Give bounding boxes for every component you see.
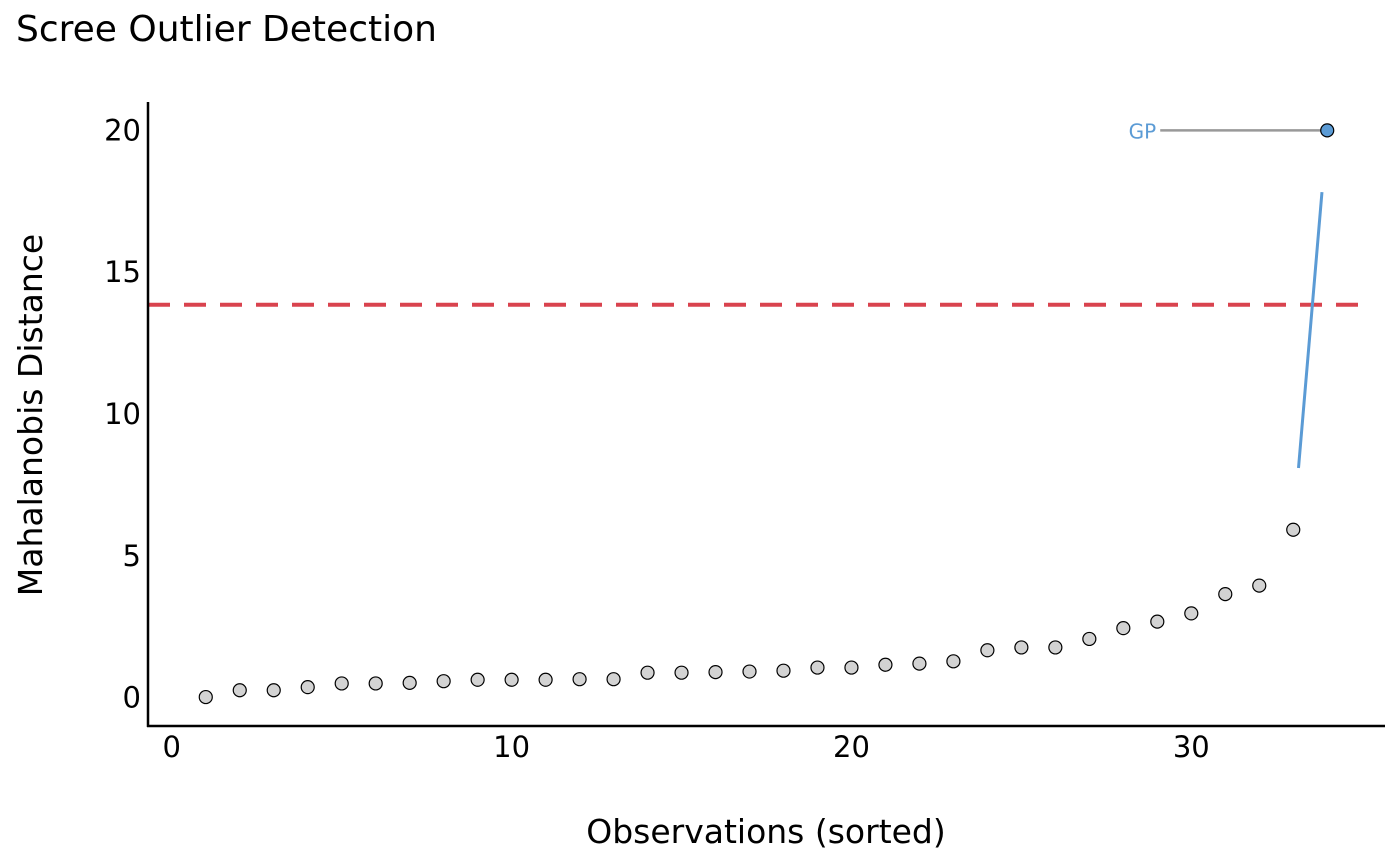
points-layer	[198, 123, 1335, 705]
data-point	[946, 654, 961, 669]
y-axis-label: Mahalanobis Distance	[11, 234, 50, 596]
data-point	[1252, 578, 1267, 593]
x-tick-label: 0	[163, 730, 181, 764]
data-point	[1218, 587, 1233, 602]
data-point	[1082, 631, 1097, 647]
y-tick-label: 5	[123, 539, 141, 573]
data-point	[198, 689, 213, 705]
axes-layer: 0 10 20 30 0 5 10 15 20	[104, 102, 1385, 764]
data-point	[1014, 640, 1029, 655]
data-point	[1286, 522, 1301, 537]
data-point	[334, 676, 349, 691]
data-point	[912, 656, 927, 671]
data-point	[640, 665, 655, 680]
outlier-label: GP	[1129, 119, 1157, 143]
data-point	[436, 674, 451, 689]
data-point	[266, 683, 281, 698]
data-point	[470, 672, 485, 687]
y-tick-label: 10	[104, 397, 141, 431]
data-point	[572, 672, 587, 687]
data-point	[1048, 640, 1063, 655]
x-axis-label: Observations (sorted)	[586, 812, 946, 851]
y-tick-label: 0	[123, 681, 141, 715]
data-point	[1184, 606, 1199, 621]
data-point	[878, 657, 893, 672]
data-point	[980, 643, 995, 658]
y-tick-label: 20	[104, 113, 141, 147]
y-tick-label: 15	[104, 255, 141, 289]
data-point	[538, 672, 553, 687]
data-point	[368, 676, 383, 691]
chart-title: Scree Outlier Detection	[16, 9, 437, 50]
data-point	[232, 683, 247, 698]
x-tick-label: 30	[1173, 730, 1210, 764]
data-point	[844, 660, 859, 675]
data-point	[674, 665, 689, 680]
data-point	[708, 665, 723, 680]
data-point	[606, 672, 621, 687]
data-point	[504, 672, 519, 687]
outlier-point	[1320, 123, 1335, 138]
data-point	[1150, 614, 1165, 629]
x-tick-label: 20	[833, 730, 870, 764]
data-point	[810, 660, 825, 675]
x-tick-label: 10	[493, 730, 530, 764]
data-point	[300, 680, 315, 695]
data-point	[742, 664, 757, 679]
data-point	[402, 675, 417, 690]
data-point	[776, 663, 791, 678]
annotation-layer: GP	[1129, 119, 1324, 469]
scree-segment	[1297, 192, 1324, 469]
data-point	[1116, 621, 1131, 636]
